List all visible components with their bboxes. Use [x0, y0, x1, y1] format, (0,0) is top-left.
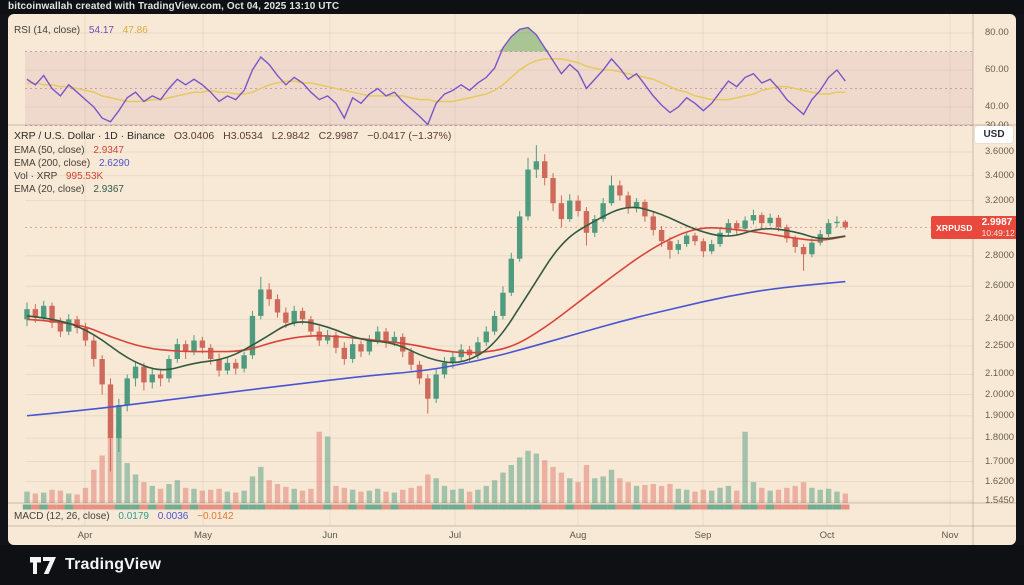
- chart-panel: RSI (14, close) 54.17 47.86 XRP / U.S. D…: [8, 14, 1016, 545]
- ema50-value: 2.9347: [93, 145, 124, 156]
- rsi-ma-value: 47.86: [122, 25, 148, 36]
- time-tick: Apr: [77, 530, 93, 541]
- high-value: 3.0534: [230, 130, 263, 142]
- brand-name[interactable]: TradingView: [65, 556, 162, 573]
- time-tick: Jun: [322, 530, 338, 541]
- rsi-tick: 40.00: [985, 101, 1009, 112]
- price-tick: 2.1000: [985, 368, 1015, 380]
- currency-toggle-button[interactable]: USD: [975, 126, 1013, 143]
- last-price-tag: XRPUSD 2.9987 10:49:12: [931, 216, 1016, 239]
- ema50-legend[interactable]: EMA (50, close) 2.9347: [14, 145, 124, 156]
- time-tick: Nov: [941, 530, 959, 541]
- brand-bar: TradingView: [0, 545, 1024, 585]
- ema200-label: EMA (200, close): [14, 158, 91, 169]
- macd-legend[interactable]: MACD (12, 26, close) 0.0179 0.0036 −0.01…: [14, 511, 234, 522]
- close-label: C: [318, 130, 327, 142]
- price-tick: 1.8000: [985, 432, 1015, 444]
- ema200-legend[interactable]: EMA (200, close) 2.6290: [14, 158, 130, 169]
- low-label: L: [271, 130, 278, 142]
- price-tag-symbol: XRPUSD: [936, 222, 973, 233]
- macd-hist-value: 0.0179: [118, 511, 149, 522]
- macd-signal-value: −0.0142: [197, 511, 234, 522]
- price-tick: 2.6000: [985, 280, 1015, 292]
- time-tick: Oct: [819, 530, 835, 541]
- rsi-tick: 60.00: [985, 64, 1009, 75]
- time-tick: May: [194, 530, 212, 541]
- attribution-text: bitcoinwallah created with TradingView.c…: [8, 1, 340, 12]
- time-tick: Jul: [448, 530, 462, 541]
- volume-legend[interactable]: Vol · XRP 995.53K: [14, 171, 103, 182]
- price-tick: 2.8000: [985, 249, 1015, 261]
- low-value: 2.9842: [277, 130, 310, 142]
- rsi-tick: 30.00: [985, 119, 1009, 131]
- open-value: 3.0406: [182, 130, 215, 142]
- price-tick: 3.6000: [985, 146, 1015, 157]
- change-value: −0.0417 (−1.37%): [367, 130, 452, 142]
- price-tick: 1.5450: [985, 495, 1015, 507]
- price-tag-price: 2.9987: [981, 217, 1013, 228]
- price-tick: 2.4000: [985, 313, 1015, 325]
- rsi-legend-label: RSI (14, close): [14, 25, 81, 36]
- time-tick: Aug: [569, 530, 587, 541]
- attribution-bar: bitcoinwallah created with TradingView.c…: [0, 0, 1024, 14]
- rsi-value: 54.17: [88, 25, 114, 36]
- macd-line-value: 0.0036: [157, 511, 189, 522]
- ema200-value: 2.6290: [98, 158, 130, 169]
- macd-label: MACD (12, 26, close): [14, 511, 110, 522]
- close-value: 2.9987: [326, 130, 359, 142]
- price-tag-countdown: 10:49:12: [981, 228, 1015, 238]
- price-tick: 1.7000: [985, 455, 1015, 467]
- ema20-label: EMA (20, close): [14, 184, 85, 195]
- open-label: O: [173, 130, 183, 142]
- price-tick: 3.2000: [985, 194, 1015, 206]
- volume-value: 995.53K: [65, 171, 104, 182]
- volume-label: Vol · XRP: [14, 171, 58, 182]
- price-tick: 3.4000: [985, 169, 1015, 181]
- price-tick: 1.9000: [985, 409, 1015, 421]
- chart-canvas[interactable]: [8, 14, 1016, 545]
- ema20-value: 2.9367: [93, 184, 124, 195]
- symbol-legend[interactable]: XRP / U.S. Dollar · 1D · Binance O3.0406…: [14, 130, 451, 142]
- ema20-legend[interactable]: EMA (20, close) 2.9367: [14, 184, 124, 195]
- price-tick: 2.0000: [985, 388, 1015, 400]
- ema50-label: EMA (50, close): [14, 145, 85, 156]
- rsi-legend[interactable]: RSI (14, close) 54.17 47.86: [14, 25, 148, 36]
- rsi-tick: 80.00: [985, 27, 1009, 38]
- price-tick: 1.6200: [985, 475, 1015, 487]
- tradingview-logo-icon[interactable]: [30, 556, 56, 574]
- time-tick: Sep: [694, 530, 712, 541]
- symbol-title: XRP / U.S. Dollar · 1D · Binance: [14, 130, 165, 142]
- high-label: H: [223, 130, 231, 142]
- price-tick: 2.2500: [985, 339, 1015, 351]
